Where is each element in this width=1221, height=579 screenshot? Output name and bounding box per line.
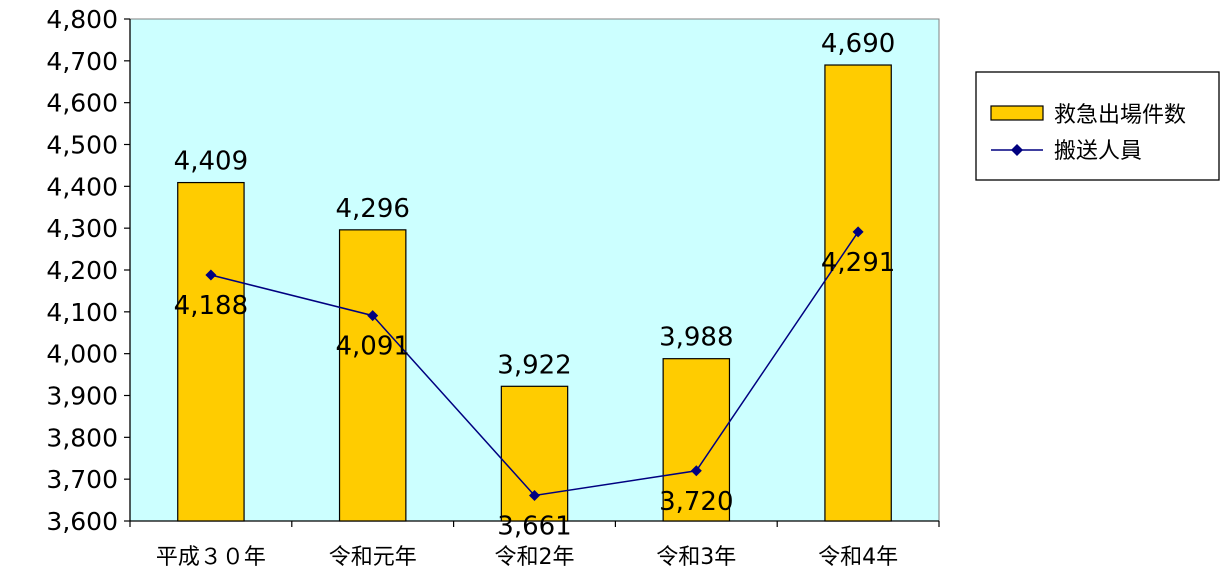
y-tick-label: 4,000 xyxy=(46,340,118,369)
line-data-label: 3,720 xyxy=(659,487,733,517)
x-tick-label: 平成３０年 xyxy=(156,545,266,570)
y-tick-label: 4,300 xyxy=(46,214,118,243)
legend-line-marker xyxy=(1011,144,1023,156)
legend-line-label: 搬送人員 xyxy=(1054,139,1142,164)
legend-bar-swatch xyxy=(990,105,1044,121)
bar xyxy=(824,64,892,522)
x-tick-label: 令和2年 xyxy=(495,545,575,570)
line-data-labels: 4,188 4,091 3,661 3,720 4,291 xyxy=(174,248,896,542)
y-tick-label: 3,900 xyxy=(46,382,118,411)
y-tick-label: 3,800 xyxy=(46,423,118,452)
x-tick-label: 令和元年 xyxy=(329,545,417,570)
bar-data-label: 3,988 xyxy=(659,323,733,353)
line-point xyxy=(367,310,379,322)
y-tick-label: 4,400 xyxy=(46,172,118,201)
y-tick-label: 3,700 xyxy=(46,465,118,494)
bar-data-label: 3,922 xyxy=(497,350,571,380)
line-point xyxy=(205,269,217,281)
y-tick-label: 4,800 xyxy=(46,5,118,34)
bar xyxy=(662,358,731,522)
y-tick-label: 4,200 xyxy=(46,256,118,285)
bar-series xyxy=(177,64,892,522)
legend: 救急出場件数 搬送人員 xyxy=(975,71,1220,181)
line-point xyxy=(690,465,702,477)
line-data-label: 4,291 xyxy=(821,248,895,278)
line-series xyxy=(205,226,864,501)
bar-data-label: 4,409 xyxy=(174,147,248,177)
bar xyxy=(338,229,407,522)
bar-data-labels: 4,409 4,296 3,922 3,988 4,690 xyxy=(174,29,896,380)
legend-bar-label: 救急出場件数 xyxy=(1054,103,1186,128)
y-tick-label: 4,100 xyxy=(46,298,118,327)
y-tick-label: 4,700 xyxy=(46,47,118,76)
y-tick-label: 3,600 xyxy=(46,507,118,536)
bar-data-label: 4,690 xyxy=(821,29,895,59)
line-data-label: 3,661 xyxy=(497,511,571,541)
bar xyxy=(177,181,245,522)
line-data-label: 4,188 xyxy=(174,291,248,321)
x-axis: 平成３０年 令和元年 令和2年 令和3年 令和4年 xyxy=(129,520,940,570)
line-point xyxy=(852,226,864,238)
x-tick-label: 令和4年 xyxy=(818,545,898,570)
line-point xyxy=(529,489,540,501)
y-tick-label: 4,600 xyxy=(46,89,118,118)
line-data-label: 4,091 xyxy=(335,332,409,362)
x-tick-label: 令和3年 xyxy=(656,545,736,570)
legend-box xyxy=(975,71,1220,181)
bar-data-label: 4,296 xyxy=(335,194,409,224)
y-axis: 3,600 3,700 3,800 3,900 4,000 4,100 4,200 4,300… xyxy=(46,5,131,536)
y-tick-label: 4,500 xyxy=(46,131,118,160)
